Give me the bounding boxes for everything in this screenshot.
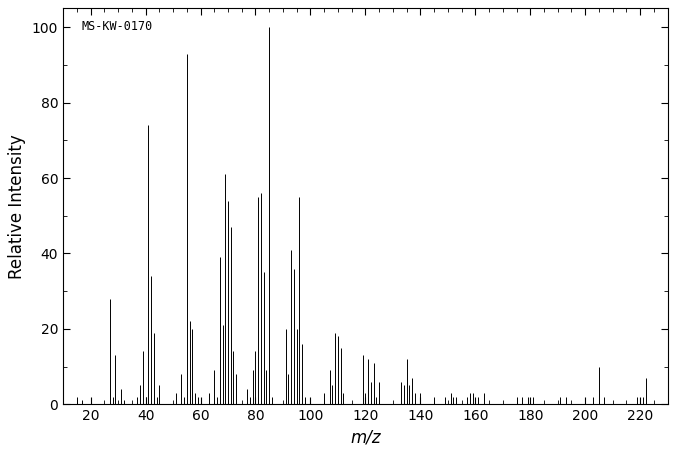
X-axis label: m/z: m/z (350, 429, 381, 447)
Y-axis label: Relative Intensity: Relative Intensity (8, 134, 26, 278)
Text: MS-KW-0170: MS-KW-0170 (81, 20, 153, 33)
